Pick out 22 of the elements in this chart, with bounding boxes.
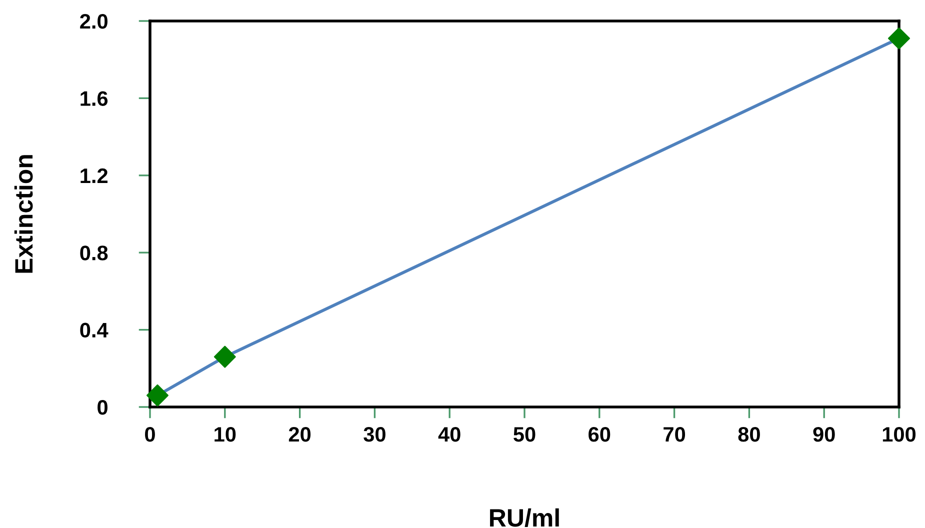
y-tick-label: 0.4 <box>80 322 108 338</box>
x-tick-label: 100 <box>882 426 916 442</box>
x-tick-label: 30 <box>364 426 386 442</box>
x-tick-label: 20 <box>288 426 311 442</box>
x-tick-label: 90 <box>813 426 835 442</box>
x-tick-label: 0 <box>145 426 155 442</box>
x-tick-label: 50 <box>514 426 536 442</box>
x-tick-label: 10 <box>214 426 236 442</box>
point <box>214 346 236 368</box>
y-tick-label: 0.8 <box>80 246 108 260</box>
x-tick-label: 40 <box>438 426 460 442</box>
x-tick-label: 80 <box>738 426 760 442</box>
y-tick-label: 1.2 <box>80 168 108 183</box>
y-axis-title: Extinction <box>14 155 33 273</box>
x-tick-label: 60 <box>588 426 610 442</box>
x-tick-label: 70 <box>664 426 686 442</box>
y-tick-label: 2.0 <box>80 14 108 29</box>
point <box>888 27 910 50</box>
y-tick-label: 1.6 <box>80 91 108 106</box>
x-axis-title: RU/ml <box>490 508 559 527</box>
y-tick-label: 0 <box>98 400 108 415</box>
point <box>146 384 168 406</box>
